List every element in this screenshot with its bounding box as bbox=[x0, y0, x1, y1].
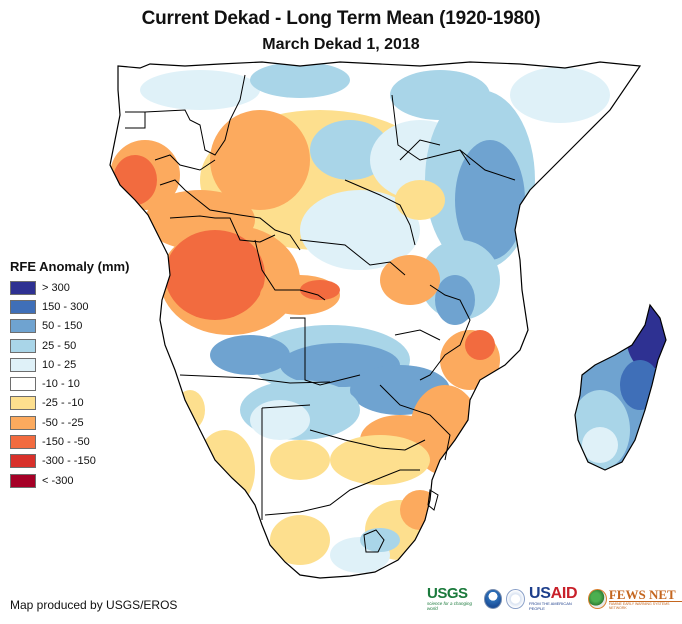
madagascar-coastline bbox=[574, 303, 667, 471]
noaa-logo bbox=[483, 588, 503, 609]
legend-swatch bbox=[10, 415, 36, 430]
usaid-logo: USAID FROM THE AMERICAN PEOPLE bbox=[528, 585, 578, 612]
legend-swatch bbox=[10, 377, 36, 392]
legend-item: 150 - 300 bbox=[10, 297, 129, 316]
legend-item: -10 - 10 bbox=[10, 374, 129, 393]
legend-label: -300 - -150 bbox=[42, 455, 96, 468]
map-credit: Map produced by USGS/EROS bbox=[10, 598, 178, 612]
legend-swatch bbox=[10, 338, 36, 353]
legend-swatch bbox=[10, 473, 36, 488]
country-borders bbox=[125, 74, 516, 553]
legend-item: > 300 bbox=[10, 278, 129, 297]
legend-title: RFE Anomaly (mm) bbox=[10, 259, 130, 274]
legend-swatch bbox=[10, 280, 36, 295]
legend-swatch bbox=[10, 357, 36, 372]
map-subtitle: March Dekad 1, 2018 bbox=[262, 36, 420, 53]
mainland-raster bbox=[110, 62, 640, 578]
legend-label: 10 - 25 bbox=[42, 358, 77, 371]
legend-label: -10 - 10 bbox=[42, 378, 80, 391]
legend-item: 10 - 25 bbox=[10, 355, 129, 374]
globe-icon bbox=[588, 588, 607, 609]
coastline bbox=[109, 61, 642, 579]
legend-item: -25 - -10 bbox=[10, 394, 129, 413]
madagascar-raster bbox=[575, 305, 666, 470]
legend-label: 25 - 50 bbox=[42, 339, 77, 352]
fews-net-logo: FEWS NET FAMINE EARLY WARNING SYSTEMS NE… bbox=[588, 588, 682, 610]
legend-label: -50 - -25 bbox=[42, 416, 84, 429]
partner-logos: USGS science for a changing world USAID … bbox=[427, 586, 682, 611]
legend-item: -50 - -25 bbox=[10, 413, 129, 432]
legend-label: < -300 bbox=[42, 474, 74, 487]
legend-label: > 300 bbox=[42, 281, 70, 294]
rainfall-anomaly-map bbox=[109, 61, 667, 579]
legend-swatch bbox=[10, 319, 36, 334]
legend-swatch bbox=[10, 299, 36, 314]
legend-label: -150 - -50 bbox=[42, 436, 90, 449]
legend-item: -300 - -150 bbox=[10, 452, 129, 471]
legend-item: 50 - 150 bbox=[10, 317, 129, 336]
usgs-logo: USGS science for a changing world bbox=[427, 585, 473, 611]
legend-item: < -300 bbox=[10, 471, 129, 490]
legend-label: 150 - 300 bbox=[42, 300, 89, 313]
legend-label: -25 - -10 bbox=[42, 397, 84, 410]
legend-item: 25 - 50 bbox=[10, 336, 129, 355]
usaid-seal-icon bbox=[506, 588, 525, 609]
legend: RFE Anomaly (mm) > 300 150 - 300 50 - 150 2… bbox=[10, 259, 129, 490]
map-title: Current Dekad - Long Term Mean (1920-198… bbox=[141, 8, 541, 29]
legend-item: -150 - -50 bbox=[10, 432, 129, 451]
legend-swatch bbox=[10, 396, 36, 411]
legend-label: 50 - 150 bbox=[42, 320, 83, 333]
legend-swatch bbox=[10, 454, 36, 469]
legend-swatch bbox=[10, 435, 36, 450]
